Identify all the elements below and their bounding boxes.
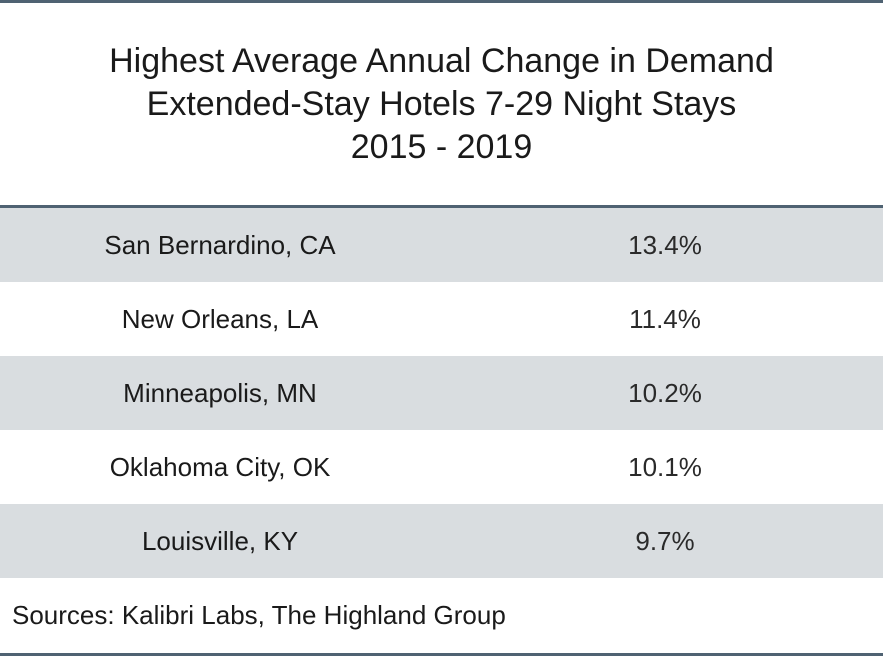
value-cell: 13.4% [628, 229, 702, 260]
value-cell: 9.7% [635, 525, 695, 556]
table-title: Highest Average Annual Change in Demand … [0, 3, 883, 205]
table-row: San Bernardino, CA 13.4% [0, 208, 883, 282]
header-rule [0, 205, 883, 208]
city-cell: Louisville, KY [141, 525, 299, 556]
value-cell: 10.1% [628, 451, 702, 482]
table-row: Minneapolis, MN 10.2% [0, 356, 883, 430]
title-line-1: Highest Average Annual Change in Demand [109, 41, 774, 80]
city-cell: Minneapolis, MN [123, 377, 317, 408]
table-row: Oklahoma City, OK 10.1% [0, 430, 883, 504]
data-table: San Bernardino, CA 13.4% New Orleans, LA… [0, 208, 883, 578]
title-line-2: Extended-Stay Hotels 7-29 Night Stays [146, 84, 737, 123]
table-row: Louisville, KY 9.7% [0, 504, 883, 578]
value-cell: 10.2% [628, 377, 702, 408]
city-cell: New Orleans, LA [121, 303, 319, 334]
bottom-rule [0, 653, 883, 656]
city-cell: San Bernardino, CA [104, 229, 336, 260]
top-rule [0, 0, 883, 3]
title-line-3: 2015 - 2019 [350, 127, 533, 166]
table-row: New Orleans, LA 11.4% [0, 282, 883, 356]
city-cell: Oklahoma City, OK [109, 451, 331, 482]
source-note: Sources: Kalibri Labs, The Highland Grou… [12, 599, 506, 630]
value-cell: 11.4% [629, 303, 701, 334]
